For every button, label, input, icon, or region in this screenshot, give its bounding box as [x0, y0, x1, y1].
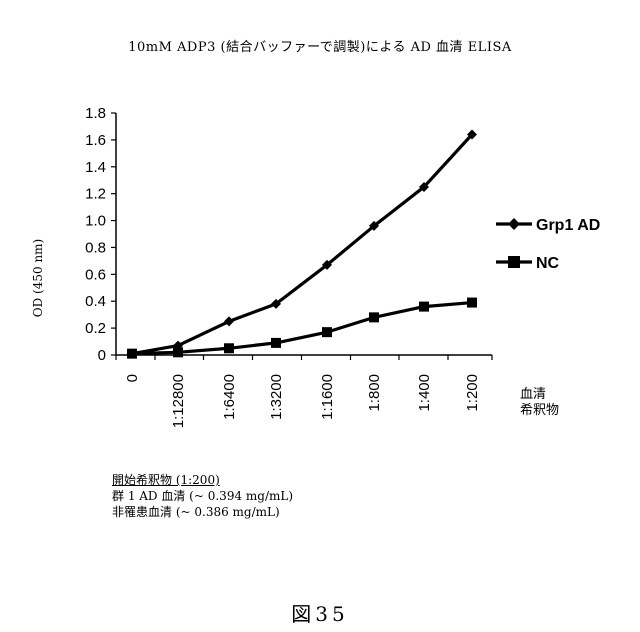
x-tick-label: 1:12800 [170, 374, 187, 428]
legend-label: NC [536, 255, 560, 272]
chart-axes [116, 113, 492, 355]
y-axis-label: OD (450 nm) [31, 239, 45, 317]
x-axis-label-line1: 血清 [520, 387, 546, 402]
data-point-square [419, 302, 429, 312]
data-point-square [322, 327, 332, 337]
x-tick-label: 1:400 [416, 374, 433, 412]
data-point-square [467, 298, 477, 308]
legend-item-nc: NC [496, 255, 560, 272]
legend-label: Grp1 AD [536, 217, 600, 234]
y-axis-ticks: 0 0.2 0.4 0.6 0.8 1.0 1.2 1.4 1.6 1.8 [85, 105, 116, 364]
data-point-square [224, 343, 234, 353]
x-axis-ticks: 0 1:12800 1:6400 1:3200 1:1600 1:800 1:400 1:20… [116, 355, 492, 428]
y-tick-label: 0.4 [85, 293, 106, 310]
y-tick-label: 1.8 [85, 105, 106, 122]
notes-line-nc: 非罹患血清 (~ 0.386 mg/mL) [112, 504, 293, 520]
y-tick-label: 1.2 [85, 186, 106, 203]
notes-heading: 開始希釈物 (1:200) [112, 472, 293, 488]
y-tick-label: 1.6 [85, 132, 106, 149]
series-grp1-ad [127, 130, 477, 359]
x-tick-label: 1:6400 [221, 374, 238, 420]
legend: Grp1 AD NC [496, 217, 600, 272]
data-point-square [369, 312, 379, 322]
legend-marker-square [508, 256, 520, 268]
data-point-square [173, 347, 183, 357]
data-point-diamond [224, 316, 234, 326]
legend-marker-diamond [508, 218, 520, 230]
data-point-square [127, 349, 137, 359]
y-tick-label: 1.4 [85, 159, 106, 176]
y-tick-label: 0.2 [85, 320, 106, 337]
x-axis-label-line2: 希釈物 [520, 403, 559, 418]
data-point-square [271, 338, 281, 348]
y-tick-label: 0.8 [85, 239, 106, 256]
series-line [132, 135, 472, 354]
series-layer [127, 130, 477, 359]
notes-line-grp1: 群 1 AD 血清 (~ 0.394 mg/mL) [112, 488, 293, 504]
series-nc [127, 298, 477, 359]
x-tick-label: 1:1600 [319, 374, 336, 420]
legend-item-grp1-ad: Grp1 AD [496, 217, 600, 234]
y-tick-label: 1.0 [85, 213, 106, 230]
x-tick-label: 1:800 [366, 374, 383, 412]
y-tick-label: 0 [98, 347, 106, 364]
x-tick-label: 1:3200 [268, 374, 285, 420]
figure-label: 図35 [0, 598, 640, 627]
x-tick-label: 1:200 [464, 374, 481, 412]
y-tick-label: 0.6 [85, 266, 106, 283]
x-tick-label: 0 [124, 374, 141, 382]
notes-block: 開始希釈物 (1:200) 群 1 AD 血清 (~ 0.394 mg/mL) … [112, 472, 293, 520]
